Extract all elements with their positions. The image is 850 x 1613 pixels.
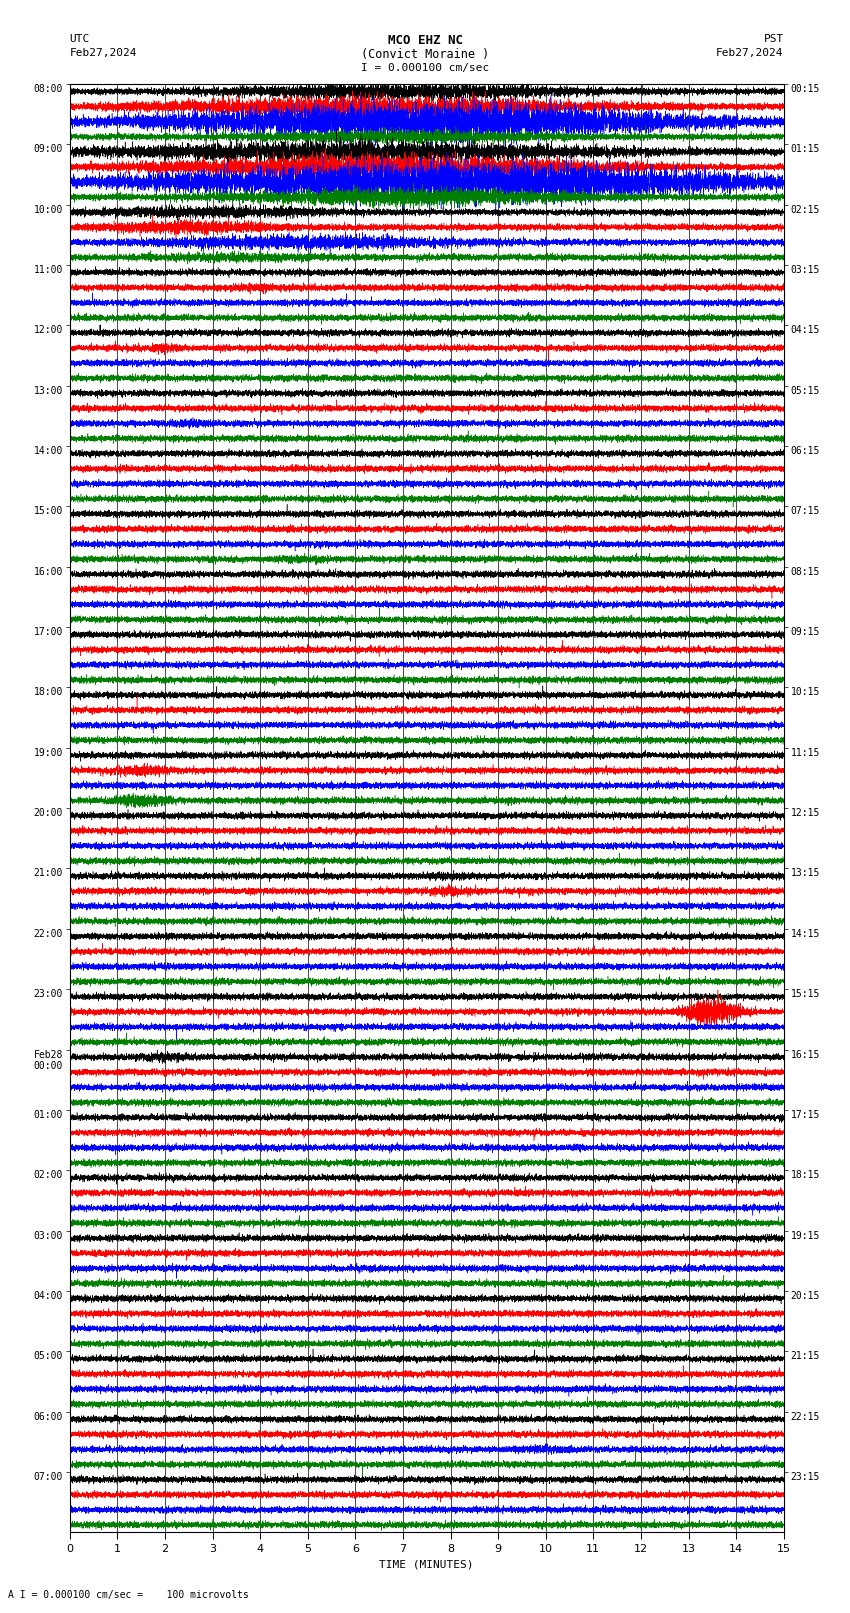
X-axis label: TIME (MINUTES): TIME (MINUTES) <box>379 1560 474 1569</box>
Text: Feb27,2024: Feb27,2024 <box>717 48 784 58</box>
Text: MCO EHZ NC: MCO EHZ NC <box>388 34 462 47</box>
Text: A I = 0.000100 cm/sec =    100 microvolts: A I = 0.000100 cm/sec = 100 microvolts <box>8 1590 249 1600</box>
Text: PST: PST <box>763 34 784 44</box>
Text: I = 0.000100 cm/sec: I = 0.000100 cm/sec <box>361 63 489 73</box>
Text: Feb27,2024: Feb27,2024 <box>70 48 137 58</box>
Text: (Convict Moraine ): (Convict Moraine ) <box>361 48 489 61</box>
Text: UTC: UTC <box>70 34 90 44</box>
